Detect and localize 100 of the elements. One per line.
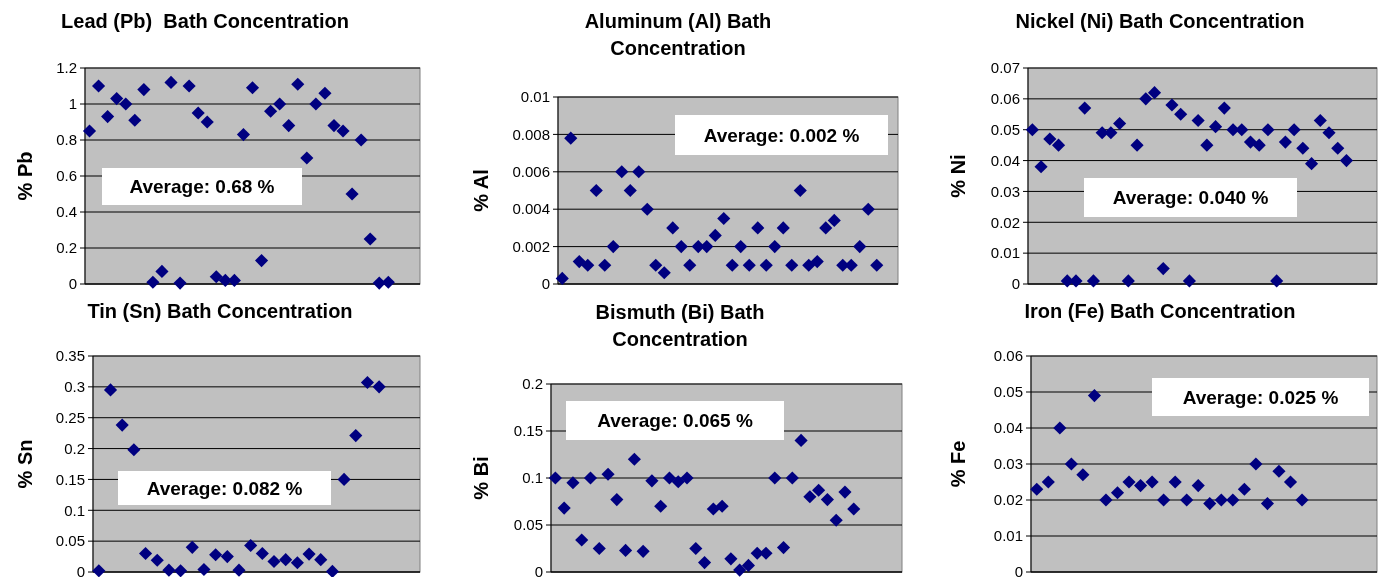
point bbox=[557, 501, 571, 515]
point bbox=[640, 202, 654, 216]
y-tick-label: 0.008 bbox=[512, 125, 550, 143]
point bbox=[666, 221, 680, 235]
point bbox=[127, 443, 141, 457]
point bbox=[1200, 138, 1214, 152]
point bbox=[829, 513, 843, 527]
point bbox=[592, 541, 606, 556]
point bbox=[1260, 497, 1274, 511]
point bbox=[1243, 135, 1258, 149]
point bbox=[314, 553, 328, 567]
point bbox=[598, 258, 612, 272]
y-tick-label: 0.1 bbox=[522, 469, 543, 487]
y-tick-label: 0.07 bbox=[990, 59, 1020, 77]
point bbox=[174, 564, 188, 577]
point bbox=[1235, 123, 1249, 137]
point bbox=[708, 228, 722, 242]
y-tick-label: 0.2 bbox=[64, 439, 85, 457]
y-tick-label: 0 bbox=[534, 563, 543, 577]
point bbox=[1130, 138, 1144, 152]
point bbox=[785, 258, 799, 272]
y-tick-label: 0.006 bbox=[512, 163, 550, 181]
point bbox=[619, 543, 633, 557]
point bbox=[812, 483, 826, 497]
point bbox=[200, 115, 214, 129]
point bbox=[776, 540, 791, 555]
y-tick-label: 0.2 bbox=[56, 239, 77, 257]
point bbox=[279, 553, 293, 567]
point bbox=[564, 131, 578, 145]
point bbox=[1030, 482, 1044, 496]
annotation: Average: 0.065 % bbox=[597, 410, 753, 432]
y-tick-label: 0.04 bbox=[990, 151, 1020, 169]
point bbox=[92, 564, 106, 577]
point bbox=[1180, 493, 1194, 507]
point bbox=[615, 165, 629, 179]
point bbox=[309, 97, 323, 111]
point bbox=[1086, 274, 1101, 288]
point bbox=[110, 92, 124, 106]
point bbox=[1053, 421, 1067, 435]
point bbox=[372, 380, 386, 394]
point bbox=[1214, 493, 1228, 507]
point bbox=[733, 563, 747, 577]
point bbox=[706, 502, 720, 516]
point bbox=[1182, 274, 1196, 288]
point bbox=[606, 240, 620, 254]
point bbox=[610, 493, 624, 507]
y-tick-label: 0.002 bbox=[512, 237, 550, 255]
point bbox=[236, 128, 251, 142]
y-tick-label: 1.2 bbox=[56, 59, 77, 77]
point bbox=[1261, 123, 1275, 137]
point bbox=[282, 119, 296, 133]
chart-title: Iron (Fe) Bath Concentration bbox=[1024, 300, 1296, 322]
point bbox=[1165, 98, 1179, 112]
y-tick-label: 0.004 bbox=[512, 200, 550, 218]
point bbox=[623, 183, 637, 198]
annotation: Average: 0.082 % bbox=[146, 477, 303, 499]
point bbox=[627, 452, 641, 466]
point bbox=[1174, 107, 1188, 121]
point bbox=[209, 270, 223, 284]
point bbox=[810, 254, 824, 269]
point bbox=[1157, 493, 1171, 507]
point bbox=[128, 113, 142, 127]
point bbox=[327, 119, 341, 133]
point bbox=[1209, 120, 1223, 134]
point bbox=[103, 383, 118, 397]
point bbox=[819, 221, 833, 235]
point bbox=[1156, 262, 1170, 276]
point bbox=[1272, 464, 1286, 478]
y-axis-title: % Ni bbox=[947, 154, 969, 198]
point bbox=[182, 79, 196, 93]
y-tick-label: 0.03 bbox=[990, 182, 1020, 200]
point bbox=[336, 124, 350, 138]
point bbox=[1064, 457, 1078, 471]
point bbox=[337, 472, 351, 486]
y-tick-label: 0.05 bbox=[55, 532, 85, 550]
point bbox=[759, 258, 773, 272]
point bbox=[232, 563, 246, 577]
point bbox=[155, 264, 169, 278]
y-tick-label: 0.15 bbox=[513, 422, 543, 440]
y-tick-label: 0 bbox=[541, 275, 550, 293]
point bbox=[751, 221, 765, 235]
point bbox=[1034, 160, 1048, 174]
point bbox=[1076, 468, 1090, 482]
point bbox=[255, 546, 269, 561]
point bbox=[1069, 274, 1083, 288]
y-tick-label: 0.3 bbox=[64, 378, 85, 396]
point bbox=[1313, 113, 1327, 128]
point bbox=[1025, 123, 1039, 137]
point bbox=[847, 502, 861, 516]
y-tick-label: 0.02 bbox=[993, 491, 1023, 509]
y-tick-label: 0.8 bbox=[56, 131, 77, 149]
point bbox=[572, 254, 586, 269]
point bbox=[345, 187, 359, 201]
y-tick-label: 0.05 bbox=[990, 120, 1020, 138]
y-tick-label: 0.05 bbox=[993, 383, 1023, 401]
point bbox=[82, 124, 97, 138]
point bbox=[363, 232, 377, 246]
point bbox=[671, 475, 685, 489]
point bbox=[870, 258, 884, 272]
point bbox=[1191, 113, 1205, 128]
